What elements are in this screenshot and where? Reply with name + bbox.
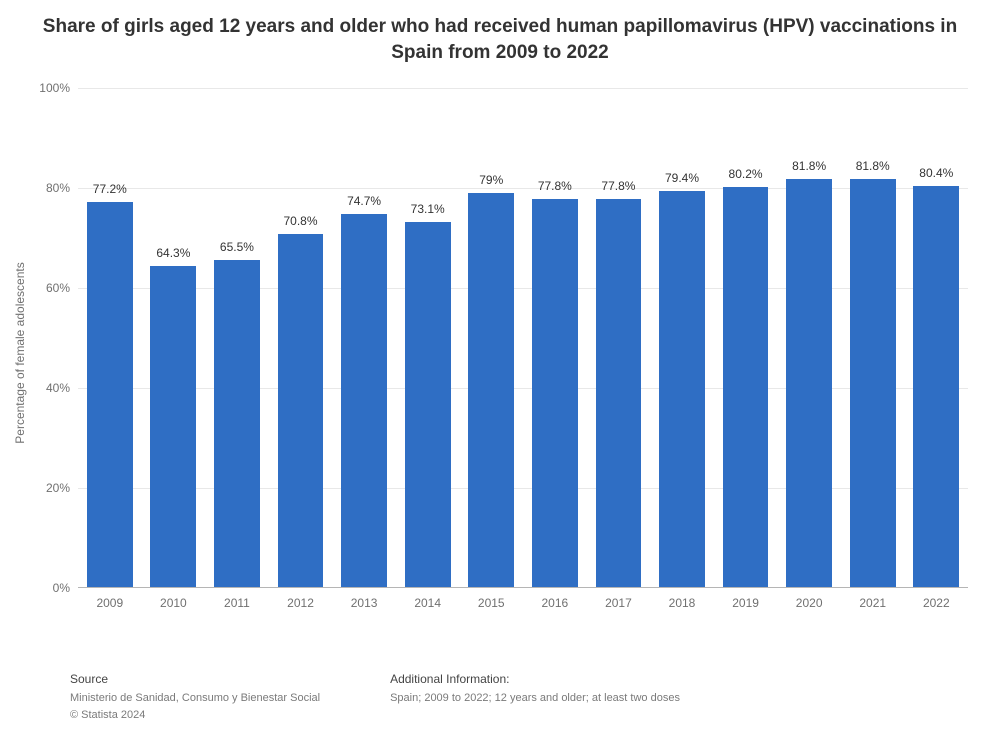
footer-info-heading: Additional Information:: [390, 670, 680, 688]
footer-source: Source Ministerio de Sanidad, Consumo y …: [70, 670, 320, 723]
y-tick-label: 80%: [30, 181, 70, 195]
y-tick-label: 20%: [30, 481, 70, 495]
footer-source-line2: © Statista 2024: [70, 707, 320, 724]
x-tick-label: 2013: [332, 596, 396, 610]
x-tick-label: 2018: [650, 596, 714, 610]
bar: 64.3%: [150, 266, 196, 587]
bars-container: 77.2%64.3%65.5%70.8%74.7%73.1%79%77.8%77…: [78, 88, 968, 587]
bar: 73.1%: [405, 222, 451, 587]
x-tick-label: 2021: [841, 596, 905, 610]
x-tick-label: 2012: [269, 596, 333, 610]
footer-info: Additional Information: Spain; 2009 to 2…: [390, 670, 680, 723]
bar-slot: 79.4%: [650, 88, 714, 587]
y-tick-label: 60%: [30, 281, 70, 295]
bar: 77.8%: [532, 199, 578, 587]
bar-slot: 79%: [459, 88, 523, 587]
x-tick-label: 2011: [205, 596, 269, 610]
bar-value-label: 81.8%: [856, 159, 890, 179]
footer-source-line1: Ministerio de Sanidad, Consumo y Bienest…: [70, 690, 320, 707]
x-tick-label: 2016: [523, 596, 587, 610]
x-tick-label: 2019: [714, 596, 778, 610]
bar-value-label: 70.8%: [284, 214, 318, 234]
y-tick-label: 0%: [30, 581, 70, 595]
bar-value-label: 77.2%: [93, 182, 127, 202]
bar-slot: 65.5%: [205, 88, 269, 587]
x-tick-label: 2020: [777, 596, 841, 610]
bar-value-label: 80.4%: [919, 166, 953, 186]
x-tick-label: 2015: [459, 596, 523, 610]
bar: 79%: [468, 193, 514, 587]
bar-value-label: 77.8%: [601, 179, 635, 199]
bar-slot: 81.8%: [841, 88, 905, 587]
bar-slot: 80.4%: [905, 88, 969, 587]
bar: 81.8%: [850, 179, 896, 587]
x-tick-label: 2010: [142, 596, 206, 610]
plot-area: 77.2%64.3%65.5%70.8%74.7%73.1%79%77.8%77…: [78, 88, 968, 588]
chart-area: Percentage of female adolescents 77.2%64…: [78, 88, 968, 618]
bar-value-label: 64.3%: [156, 246, 190, 266]
bar-value-label: 79.4%: [665, 171, 699, 191]
bar-value-label: 73.1%: [411, 202, 445, 222]
bar-slot: 74.7%: [332, 88, 396, 587]
bar-value-label: 77.8%: [538, 179, 572, 199]
chart-title: Share of girls aged 12 years and older w…: [0, 0, 1000, 71]
bar-slot: 77.8%: [523, 88, 587, 587]
bar-slot: 77.8%: [587, 88, 651, 587]
bar: 77.2%: [87, 202, 133, 587]
bar: 81.8%: [786, 179, 832, 587]
bar-slot: 73.1%: [396, 88, 460, 587]
bar-slot: 64.3%: [142, 88, 206, 587]
x-axis-labels: 2009201020112012201320142015201620172018…: [78, 596, 968, 610]
bar-value-label: 81.8%: [792, 159, 826, 179]
chart-footer: Source Ministerio de Sanidad, Consumo y …: [70, 670, 930, 723]
bar-value-label: 74.7%: [347, 194, 381, 214]
bar: 80.4%: [913, 186, 959, 587]
bar-slot: 70.8%: [269, 88, 333, 587]
bar: 79.4%: [659, 191, 705, 587]
bar-value-label: 79%: [479, 173, 503, 193]
bar-value-label: 80.2%: [729, 167, 763, 187]
bar: 70.8%: [278, 234, 324, 587]
x-tick-label: 2017: [587, 596, 651, 610]
bar-value-label: 65.5%: [220, 240, 254, 260]
bar: 65.5%: [214, 260, 260, 587]
y-axis-title: Percentage of female adolescents: [13, 262, 27, 443]
x-tick-label: 2022: [905, 596, 969, 610]
bar: 77.8%: [596, 199, 642, 587]
bar-slot: 81.8%: [777, 88, 841, 587]
bar: 80.2%: [723, 187, 769, 587]
bar: 74.7%: [341, 214, 387, 587]
footer-info-text: Spain; 2009 to 2022; 12 years and older;…: [390, 690, 680, 707]
bar-slot: 80.2%: [714, 88, 778, 587]
footer-source-heading: Source: [70, 670, 320, 688]
bar-slot: 77.2%: [78, 88, 142, 587]
y-tick-label: 100%: [30, 81, 70, 95]
y-tick-label: 40%: [30, 381, 70, 395]
x-tick-label: 2009: [78, 596, 142, 610]
x-tick-label: 2014: [396, 596, 460, 610]
